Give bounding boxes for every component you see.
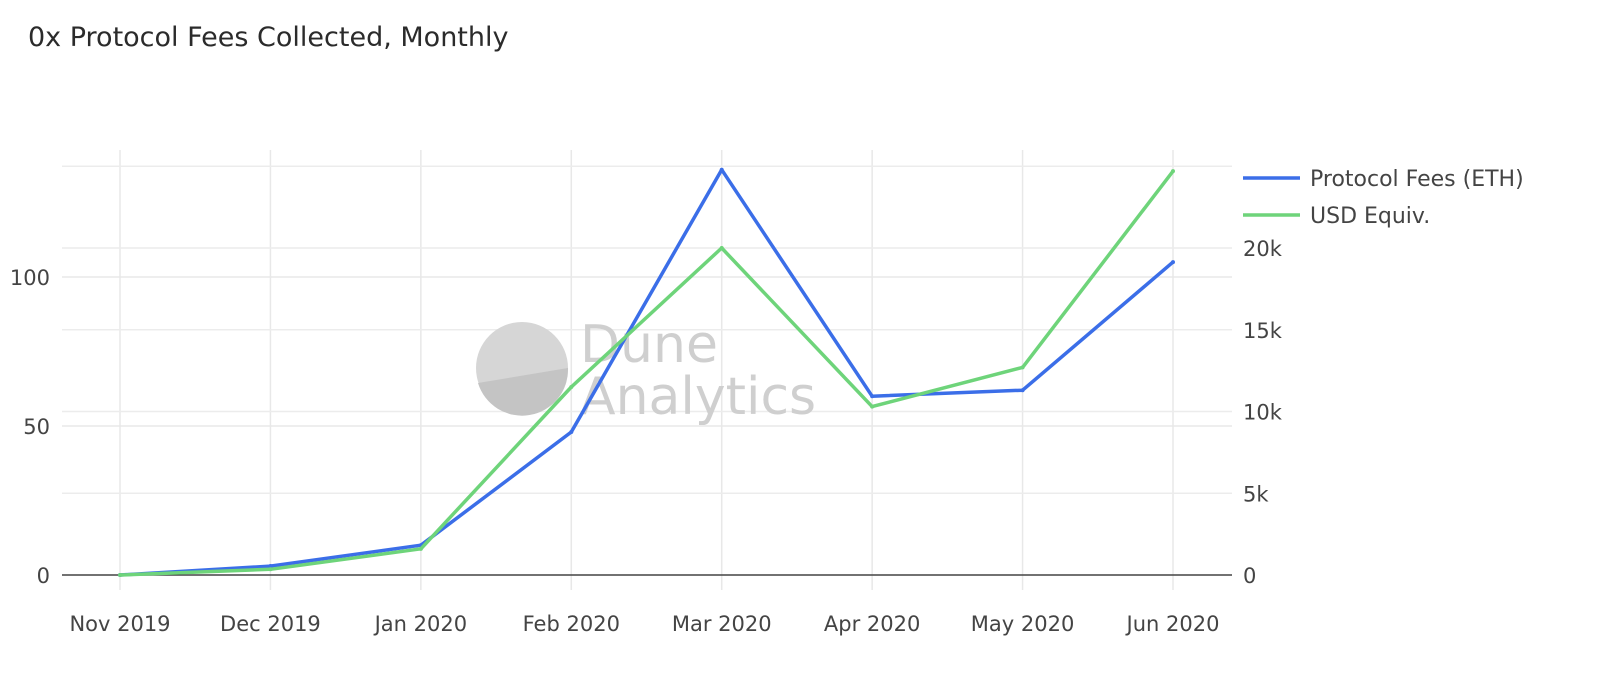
y-right-tick-label: 10k [1243,401,1283,425]
y-right-tick-label: 0 [1243,564,1256,588]
data-point [268,567,273,572]
legend-item[interactable]: USD Equiv. [1243,204,1430,229]
watermark-logo-wedge [478,368,569,416]
y-left-tick-label: 50 [23,415,50,439]
watermark-text-line2: Analytics [580,367,816,427]
data-point [569,429,574,434]
x-tick-label: Feb 2020 [523,612,620,636]
x-tick-label: Nov 2019 [69,612,170,636]
data-point [569,384,574,389]
data-point [870,404,875,409]
x-tick-label: Mar 2020 [672,612,772,636]
legend-label: Protocol Fees (ETH) [1310,167,1524,192]
data-point [719,246,724,250]
chart-title: 0x Protocol Fees Collected, Monthly [28,22,509,53]
y-right-tick-label: 20k [1243,237,1283,261]
y-left-tick-label: 0 [37,564,50,588]
x-tick-label: Dec 2019 [220,612,321,636]
series-line-usd-equiv [119,170,1175,577]
data-point [1020,365,1025,370]
x-tick-label: May 2020 [971,612,1075,636]
x-tick-label: Jun 2020 [1125,612,1220,636]
y-right-tick-label: 15k [1243,319,1283,343]
data-point [719,167,724,172]
data-point [1171,169,1175,174]
gridlines [62,150,1232,590]
x-tick-label: Jan 2020 [373,612,468,636]
data-point [870,394,875,399]
y-right-tick-label: 5k [1243,482,1269,506]
y-left-tick-label: 100 [10,266,50,290]
series-lines [118,167,1175,577]
data-point [1171,260,1175,265]
watermark-text-line1: Dune [580,315,718,375]
data-point [1020,388,1025,393]
axes: 0 50 100 0 5k 10k 15k 20k Nov 2019 Dec 2019 Jan 20… [10,237,1283,636]
data-point [118,573,122,577]
legend[interactable]: Protocol Fees (ETH) USD Equiv. [1243,167,1524,229]
data-point [268,564,273,569]
x-tick-label: Apr 2020 [824,612,920,636]
series-line-protocol-fees-eth [119,167,1175,577]
legend-label: USD Equiv. [1310,204,1430,229]
data-point [418,546,423,551]
legend-item[interactable]: Protocol Fees (ETH) [1243,167,1524,192]
